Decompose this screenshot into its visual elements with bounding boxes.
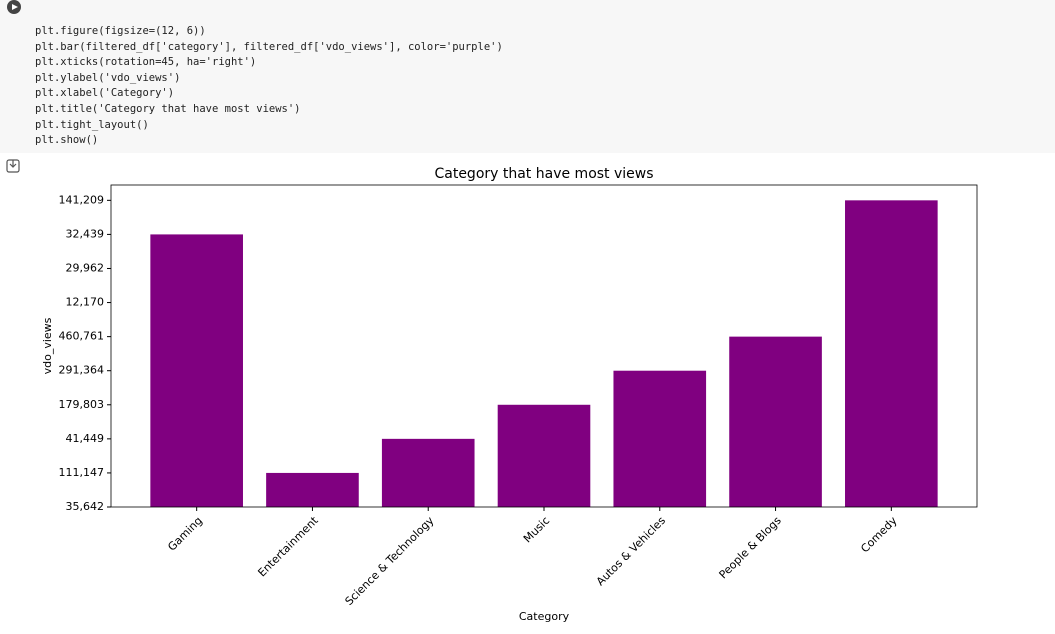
bar <box>150 234 243 507</box>
code-line: plt.figure(figsize=(12, 6)) <box>35 25 206 37</box>
bar <box>381 438 475 507</box>
x-tick-label: Science & Technology <box>343 514 437 608</box>
code-line: plt.xlabel('Category') <box>35 87 175 100</box>
bar <box>729 336 822 507</box>
code-line: plt.show() <box>35 134 99 147</box>
code-cell: plt.figure(figsize=(12, 6)) plt.bar(filte… <box>0 0 1055 153</box>
y-tick-label: 12,170 <box>66 296 105 309</box>
chart-title: Category that have most views <box>434 166 653 182</box>
x-tick-label: Autos & Vehicles <box>594 514 668 588</box>
code-line: plt.bar(filtered_df['category'], filtere… <box>35 40 503 53</box>
bar <box>845 200 938 508</box>
code-line: plt.tight_layout() <box>35 118 149 131</box>
y-tick-label: 460,761 <box>59 330 105 343</box>
y-tick-label: 32,439 <box>66 227 105 240</box>
run-button[interactable] <box>7 0 21 14</box>
x-tick-label: Music <box>521 514 552 545</box>
x-axis-label: Category <box>519 610 570 623</box>
bar <box>497 404 591 507</box>
bar <box>266 472 359 507</box>
y-tick-label: 141,209 <box>59 193 105 206</box>
y-tick-label: 179,803 <box>59 398 105 411</box>
bar <box>613 370 707 507</box>
y-tick-label: 35,642 <box>66 500 105 513</box>
plot-frame <box>110 184 978 508</box>
y-tick-label: 29,962 <box>66 261 105 274</box>
y-axis-label: vdo_views <box>41 317 54 374</box>
code-line: plt.title('Category that have most views… <box>35 102 301 115</box>
code-line: plt.xticks(rotation=45, ha='right') <box>35 56 257 69</box>
y-tick-label: 111,147 <box>59 466 105 479</box>
y-tick-label: 291,364 <box>59 364 105 377</box>
y-tick-label: 41,449 <box>66 432 105 445</box>
code: plt.figure(figsize=(12, 6)) plt.bar(filte… <box>35 24 503 149</box>
x-tick-label: Entertainment <box>255 514 321 580</box>
x-tick-label: People & Blogs <box>716 514 783 581</box>
code-line: plt.ylabel('vdo_views') <box>35 71 181 84</box>
x-tick-label: Gaming <box>165 514 205 554</box>
output-icon[interactable] <box>6 159 20 173</box>
chart: Category that have most views Category v… <box>6 159 978 623</box>
x-tick-label: Comedy <box>858 514 900 556</box>
